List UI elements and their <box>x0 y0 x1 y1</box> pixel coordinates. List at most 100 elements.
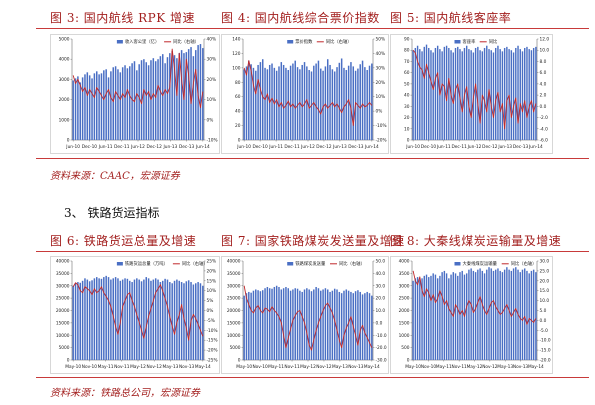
bar <box>161 280 164 360</box>
bar <box>528 273 530 360</box>
y-right-tick-label: 30% <box>376 65 386 71</box>
y-right-tick-label: -5.0 <box>540 328 549 334</box>
bar <box>494 269 497 360</box>
y-left-tick-label: 70 <box>404 59 410 65</box>
bar <box>432 273 434 360</box>
bar <box>187 280 190 360</box>
fig-title-row-2: 图 6: 铁路货运总量及增速 图 7: 国家铁路煤炭发送量及增速 图 8: 大秦… <box>0 232 595 252</box>
y-right-tick-label: 10% <box>207 288 217 294</box>
bar <box>112 67 115 140</box>
bar <box>169 282 171 360</box>
x-tick-label: Jun-13 <box>332 144 347 150</box>
y-left-tick-label: 2000 <box>399 308 410 314</box>
y-left-tick-label: 80 <box>235 80 241 86</box>
x-tick-label: Dec-11 <box>284 144 300 150</box>
bar <box>192 56 195 140</box>
bar <box>445 45 448 140</box>
bar <box>521 51 524 140</box>
bar <box>152 279 155 360</box>
x-tick-label: Dec-12 <box>147 144 163 150</box>
fig3-panel: 0 1000 2000 3000 4000 5000 -10% 0% 10% 20% 30% 40% J… <box>50 34 220 154</box>
bar <box>243 69 245 140</box>
bar <box>98 278 100 360</box>
bar <box>159 282 162 360</box>
x-tick-label: Jun-12 <box>130 144 145 150</box>
bar <box>322 70 324 140</box>
bar <box>185 281 188 360</box>
fig6-title: 图 6: 铁路货运总量及增速 <box>50 234 197 248</box>
y-right-tick-label: 0.0 <box>540 318 547 324</box>
bar <box>532 269 535 360</box>
bar <box>474 272 477 360</box>
fig4-title: 图 4: 国内航线综合票价指数 <box>221 11 380 25</box>
bar <box>308 70 310 140</box>
bar <box>434 47 437 140</box>
bar <box>143 279 145 360</box>
legend-bar-swatch <box>287 40 294 44</box>
yoy-line <box>72 48 204 109</box>
bar <box>512 268 515 360</box>
bar <box>95 277 98 360</box>
bar <box>95 71 98 140</box>
bar <box>143 59 145 141</box>
y-right-tick-label: -10% <box>207 138 218 144</box>
x-tick-label: Dec-13 <box>179 144 195 150</box>
bar <box>252 290 255 360</box>
bar <box>474 47 477 140</box>
title-rule-top-2 <box>36 251 589 252</box>
bar <box>114 66 117 140</box>
bar <box>331 69 334 140</box>
bar <box>465 273 468 360</box>
legend-bar-swatch <box>454 262 461 266</box>
y-left-tick-label: 30000 <box>56 283 70 289</box>
y-right-tick-label: 25.0 <box>540 268 550 274</box>
y-left-tick-label: 25000 <box>227 296 241 302</box>
y-right-tick-label: 20% <box>376 80 386 86</box>
bar <box>128 280 131 360</box>
y-left-tick-label: 25000 <box>56 296 70 302</box>
bar <box>250 292 252 360</box>
x-tick-label: May-13 <box>332 364 348 370</box>
bar <box>248 60 250 141</box>
y-left-tick-label: 90 <box>404 37 410 43</box>
bar <box>150 60 152 140</box>
bar <box>459 272 461 360</box>
legend-line-label: 同比 <box>489 38 498 45</box>
bar <box>250 64 252 140</box>
bar <box>110 71 112 140</box>
bar <box>423 275 425 360</box>
bar <box>93 73 96 140</box>
y-left-tick-label: 10000 <box>227 333 241 339</box>
y-right-tick-label: 2.0 <box>540 93 547 99</box>
bar <box>103 70 105 140</box>
x-tick-label: May-10 <box>236 364 252 370</box>
legend-bar-label: 铁路货运总量（万吨） <box>125 260 168 267</box>
bar <box>150 280 152 360</box>
bar <box>501 51 504 140</box>
x-tick-label: Nov-13 <box>513 364 529 370</box>
bar <box>138 64 140 140</box>
bar <box>84 278 86 360</box>
y-left-tick-label: 20 <box>235 123 241 129</box>
bar <box>331 290 334 360</box>
bar <box>157 279 159 360</box>
x-tick-label: Jun-12 <box>300 144 315 150</box>
bar <box>180 50 183 140</box>
bar <box>74 283 77 360</box>
bar <box>301 64 303 140</box>
bar <box>472 270 475 360</box>
bar <box>245 66 248 140</box>
x-tick-label: Dec-10 <box>421 144 437 150</box>
bar <box>320 68 322 140</box>
bar <box>490 268 492 360</box>
y-right-tick-label: 10.0 <box>376 308 386 314</box>
bar <box>416 45 419 140</box>
bar <box>357 68 359 140</box>
bar <box>154 278 157 360</box>
bar <box>72 285 74 360</box>
y-left-tick-label: 1000 <box>399 333 410 339</box>
bar <box>510 50 513 140</box>
bar <box>107 77 110 140</box>
bar <box>133 279 136 360</box>
bar <box>343 67 345 140</box>
